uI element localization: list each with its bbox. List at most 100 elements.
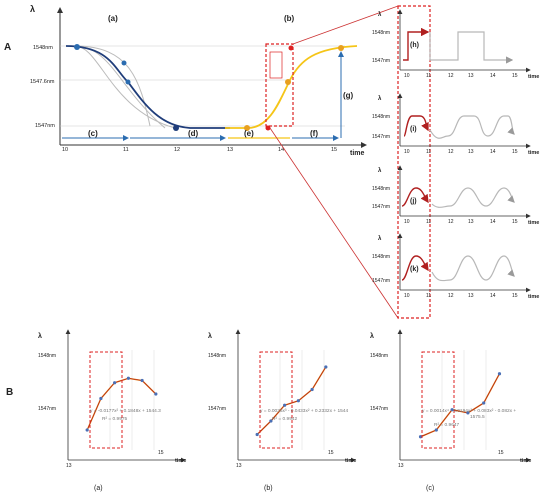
- inset-x-label: time: [528, 220, 539, 226]
- fit-r2: R² = 0.9942: [272, 416, 298, 422]
- inset-ytick-low: 1547nm: [372, 58, 390, 64]
- inset-xtick: 15: [512, 293, 518, 299]
- fit-point: [126, 376, 130, 380]
- inset-y-label: λ: [378, 168, 382, 174]
- inset-i: λ 1548nm 1547nm 10 11 12 13 14 15 time (i): [372, 93, 539, 156]
- fit-xtick-13: 13: [398, 463, 404, 469]
- inset-xtick: 15: [512, 149, 518, 155]
- fit-point: [497, 372, 502, 376]
- main-xtick-10: 10: [62, 147, 68, 153]
- inset-xtick: 14: [490, 293, 496, 299]
- label-d: (d): [188, 129, 199, 138]
- inset-grey-trace: [429, 115, 515, 139]
- inset-label: (i): [410, 126, 417, 133]
- inset-xtick: 12: [448, 73, 454, 79]
- main-xtick-15: 15: [331, 147, 337, 153]
- inset-xtick: 12: [448, 149, 454, 155]
- main-ytick-1548: 1548nm: [33, 45, 53, 51]
- inset-xtick: 13: [468, 293, 474, 299]
- fit-point: [85, 428, 89, 432]
- fit-panels: λ 1548nm 1547nm 13 15 time y = -0.0177x² + 0.1…: [38, 329, 531, 492]
- fit-trendline: [420, 373, 500, 438]
- inset-xtick: 10: [404, 293, 410, 299]
- fit-point: [255, 432, 259, 437]
- fit-point: [296, 399, 300, 403]
- fit-xtick-15: 15: [328, 450, 334, 456]
- fit-x-label: time: [520, 458, 531, 464]
- fit-panel-3: λ 1548nm 1547nm 13 15 time y = 0.0014x⁴ - 0.01…: [370, 329, 531, 492]
- fit-xtick-15: 15: [158, 450, 164, 456]
- inset-xtick: 14: [490, 219, 496, 225]
- inset-xtick: 11: [426, 219, 431, 225]
- fit-point: [140, 378, 144, 383]
- fit-zoom-box: [259, 351, 293, 449]
- inset-xtick: 13: [468, 149, 474, 155]
- fit-point: [113, 381, 117, 385]
- label-c: (c): [88, 129, 98, 138]
- inset-xtick: 13: [468, 73, 474, 79]
- marker-a-start: [74, 44, 80, 50]
- marker-a-mid2: [125, 79, 131, 85]
- inset-red-trace: [401, 255, 429, 281]
- inset-xtick: 12: [448, 293, 454, 299]
- fit-curve: [420, 373, 501, 438]
- inset-x-label: time: [528, 150, 539, 156]
- inset-ytick-low: 1547nm: [372, 278, 390, 284]
- inset-y-label: λ: [378, 236, 382, 242]
- marker-b-end: [338, 45, 344, 51]
- inset-ytick-high: 1548nm: [372, 114, 390, 120]
- marker-b-mid: [285, 79, 291, 85]
- inset-red-trace: [401, 187, 429, 207]
- fit-r2: R² = 0.9975: [102, 416, 128, 422]
- label-b: (b): [284, 14, 295, 23]
- inset-zoom-column: [397, 5, 431, 319]
- fit-ytick-high: 1548nm: [208, 353, 226, 359]
- inset-xtick: 11: [426, 293, 431, 299]
- fit-equation: y = 0.0014x⁴ - 0.0194x³ + 0.083x² - 0.08…: [422, 408, 516, 414]
- fit-ytick-low: 1547nm: [38, 406, 56, 412]
- marker-a-mid1: [121, 60, 127, 66]
- inset-stack: λ 1548nm 1547nm 10 11 12 13 14 15 time (h) λ 1548nm 1…: [372, 9, 539, 300]
- panel-letter-a: A: [4, 42, 11, 53]
- alt-curve-3: [74, 45, 176, 129]
- inset-xtick: 12: [448, 219, 454, 225]
- inset-ytick-high: 1548nm: [372, 254, 390, 260]
- main-xtick-12: 12: [174, 147, 180, 153]
- inset-xtick: 11: [426, 73, 431, 79]
- inset-grey-trace: [431, 187, 515, 208]
- panel-letter-b: B: [6, 387, 13, 398]
- fit-equation-cont: 1575.5: [470, 414, 485, 420]
- inset-xtick: 14: [490, 149, 496, 155]
- label-f: (f): [310, 129, 318, 138]
- fit-point: [324, 365, 328, 369]
- inset-xtick: 15: [512, 73, 518, 79]
- marker-red-top: [288, 45, 294, 51]
- main-x-label: time: [350, 150, 365, 157]
- fit-y-label: λ: [370, 332, 374, 340]
- fit-point: [418, 435, 423, 439]
- inset-y-label: λ: [378, 12, 382, 18]
- fit-xtick-15: 15: [498, 450, 504, 456]
- main-y-label: λ: [30, 4, 35, 14]
- zoom-connector-bottom: [269, 127, 399, 319]
- fit-panel-2: λ 1548nm 1547nm 13 15 time y = 0.0036x³ - 0.04…: [208, 329, 356, 492]
- marker-a-end: [173, 125, 179, 131]
- fit-x-label: time: [175, 458, 186, 464]
- alt-curve-2: [74, 45, 166, 129]
- curve-b-rising: [225, 45, 358, 129]
- alt-curve-1: [74, 45, 151, 127]
- fit-zoom-box: [421, 351, 455, 449]
- main-ytick-1547.6: 1547.6nm: [30, 79, 55, 85]
- fit-y-label: λ: [38, 332, 42, 340]
- fit-y-label: λ: [208, 332, 212, 340]
- fit-point: [269, 419, 273, 423]
- fit-equation: y = 0.0036x³ - 0.0433x² + 0.2332x + 1544: [260, 408, 348, 414]
- inset-y-label: λ: [378, 96, 382, 102]
- fit-point: [482, 401, 486, 405]
- fit-r2: R² = 0.9647: [434, 422, 460, 428]
- fit-point: [434, 428, 438, 432]
- fit-point: [450, 408, 454, 412]
- fit-xtick-13: 13: [236, 463, 242, 469]
- inset-xtick: 15: [512, 219, 518, 225]
